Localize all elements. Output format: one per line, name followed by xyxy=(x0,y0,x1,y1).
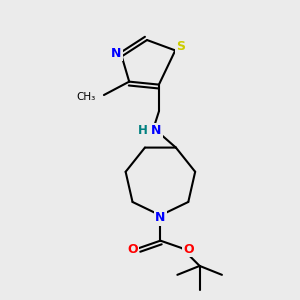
Text: N: N xyxy=(111,47,122,60)
Text: O: O xyxy=(127,243,138,256)
Text: N: N xyxy=(155,211,166,224)
Text: O: O xyxy=(183,243,194,256)
Text: N: N xyxy=(152,124,162,137)
Text: H: H xyxy=(138,124,148,137)
Text: S: S xyxy=(176,40,185,53)
Text: CH₃: CH₃ xyxy=(76,92,96,102)
